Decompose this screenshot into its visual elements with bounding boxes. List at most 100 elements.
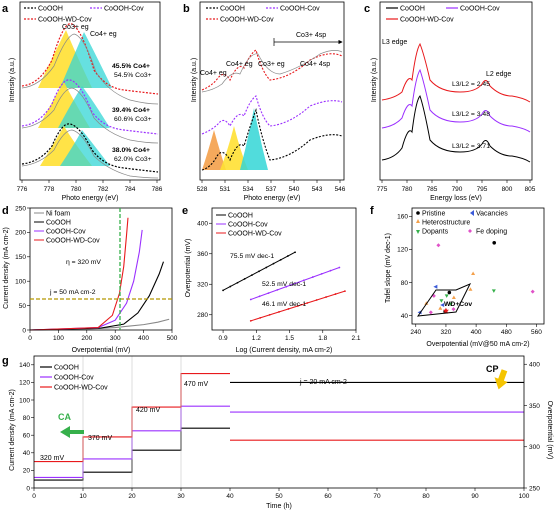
panel-e-legend-wd: CoOOH-WD-Cov xyxy=(228,231,282,238)
panel-f-point-3-0 xyxy=(491,289,496,293)
panel-g: g Current density (mA cm-2) Overpotentia… xyxy=(2,355,553,510)
panel-b-curve-cov xyxy=(201,95,343,135)
panel-f-xtick-label-1: 320 xyxy=(441,329,452,336)
panel-b-xtick-label-2: 534 xyxy=(243,186,254,193)
panel-g-y2tick-label-1: 300 xyxy=(529,444,540,451)
panel-c-xticks: 775 780 785 790 795 800 805 xyxy=(377,180,536,193)
panel-e-point-2-4 xyxy=(287,308,290,310)
panel-a: a Intensity (a.u.) Co3+ eg Co4+ eg 45.5%… xyxy=(2,1,163,202)
panel-d-xtick-label-3: 300 xyxy=(110,335,121,342)
panel-c-curve-cov xyxy=(381,68,531,133)
panel-b-xtick-label-0: 528 xyxy=(197,186,208,193)
panel-a-ylabel: Intensity (a.u.) xyxy=(9,58,16,102)
panel-a-frame xyxy=(19,1,161,181)
panel-d-ytick-label-4: 200 xyxy=(15,230,26,237)
panel-e-xtick-label-2: 1.5 xyxy=(285,335,294,342)
panel-c-xtick-label-5: 800 xyxy=(502,186,513,193)
panel-e-point-1-7 xyxy=(311,276,314,278)
panel-c-frame xyxy=(379,1,533,181)
panel-c-curve-wd xyxy=(381,42,531,103)
panel-b-peak-label-2: Co4+ eg xyxy=(226,61,253,68)
panel-f-point-4-4 xyxy=(428,310,433,315)
panel-c-ratio-wd: L3/L2 = 2.45 xyxy=(452,81,490,88)
panel-a-xtick-label-5: 786 xyxy=(152,186,163,193)
panel-f-point-4-0 xyxy=(436,243,441,248)
panel-f-point-3-2 xyxy=(444,294,449,298)
panel-e-ytick-label-1: 320 xyxy=(197,282,208,289)
panel-d-legend-cov: CoOOH-Cov xyxy=(46,229,86,236)
panel-e-ytick-label-2: 360 xyxy=(197,251,208,258)
panel-f-point-1-1 xyxy=(417,310,422,315)
panel-a-envelope-3 xyxy=(21,129,159,179)
panel-f-xtick-label-3: 480 xyxy=(501,329,512,336)
panel-g-ytick-label-6: 120 xyxy=(19,380,30,387)
panel-f-xtick-label-2: 400 xyxy=(471,329,482,336)
panel-d-frame xyxy=(29,207,173,331)
panel-c-legend-pristine: CoOOH xyxy=(400,6,425,13)
panel-label-g: g xyxy=(2,355,9,367)
panel-f-point-0-2 xyxy=(447,290,452,295)
panel-a-ratio-co3-2: 60.6% Co3+ xyxy=(114,116,152,123)
panel-a-xtick-label-2: 780 xyxy=(71,186,82,193)
panel-g-xtick-label-4: 40 xyxy=(226,493,234,500)
panel-d-xtick-label-0: 0 xyxy=(28,335,32,342)
panel-a-xtick-label-3: 782 xyxy=(98,186,109,193)
panel-d-eta-label: η = 320 mV xyxy=(66,259,101,266)
panel-d-legend-wd: CoOOH-WD-Cov xyxy=(46,238,100,245)
panel-f-legend-swatch-vacancies xyxy=(470,210,474,216)
panel-f-legend-fe: Fe doping xyxy=(476,229,507,236)
panel-c-ratio-cov: L3/L2 = 3.48 xyxy=(452,111,490,118)
panel-b-xtick-label-3: 537 xyxy=(266,186,277,193)
panel-c-xtick-label-4: 795 xyxy=(477,186,488,193)
panel-label-d: d xyxy=(2,205,9,217)
panel-f-legend-swatch-dopants xyxy=(416,230,420,234)
panel-g-xtick-label-6: 60 xyxy=(324,493,332,500)
panel-d: d Current density (mA cm-2) η = 320 mV j… xyxy=(2,205,178,354)
panel-b-xtick-label-6: 546 xyxy=(335,186,346,193)
panel-b-curve-pristine xyxy=(201,108,343,171)
panel-d-j-label: j = 50 mA cm-2 xyxy=(49,289,96,296)
panel-e-point-1-10 xyxy=(338,266,341,269)
panel-g-y2tick-label-0: 250 xyxy=(529,485,540,492)
panel-c-xtick-label-6: 805 xyxy=(525,186,536,193)
panel-g-ytick-label-0: 0 xyxy=(26,485,30,492)
panel-g-plot xyxy=(34,356,524,488)
panel-e-point-2-1 xyxy=(259,316,262,319)
panel-e-point-1-6 xyxy=(303,279,305,282)
panel-e-ticks: 0.9 1.2 1.5 1.8 2.1 280 320 360 400 xyxy=(197,221,361,342)
panel-g-xtick-label-1: 10 xyxy=(79,493,87,500)
panel-f-ticks: 240 320 400 480 560 40 80 120 160 xyxy=(397,214,542,336)
panel-e-xlabel: Log (Current density, mA cm-2) xyxy=(236,347,333,354)
panel-e-point-0-6 xyxy=(265,266,268,269)
panel-e-legend-pristine: CoOOH xyxy=(228,213,253,220)
panel-g-legend: CoOOH CoOOH-Cov CoOOH-WD-Cov xyxy=(40,365,108,392)
panel-a-curve-cov xyxy=(21,79,159,135)
panel-g-frame xyxy=(33,355,525,489)
panel-c-edge-l2: L2 edge xyxy=(486,71,511,78)
panel-b-peak-label-4: Co3+ 4sp xyxy=(296,32,326,39)
panel-a-curve-wd xyxy=(21,23,159,95)
panel-d-xlabel: Overpotential (mV) xyxy=(72,347,131,354)
panel-g-y2tick-label-3: 400 xyxy=(529,362,540,369)
panel-b-xtick-label-1: 531 xyxy=(220,186,231,193)
panel-f-ylabel: Tafel slope (mV dec-1) xyxy=(385,233,392,303)
panel-e-ylabel: Overpotential (mV) xyxy=(185,239,192,298)
panel-a-legend-pristine: CoOOH xyxy=(38,6,63,13)
panel-a-xtick-label-1: 778 xyxy=(44,186,55,193)
panel-f-xtick-label-0: 240 xyxy=(410,329,421,336)
panel-f-point-2-2 xyxy=(451,295,456,299)
panel-f-point-4-2 xyxy=(530,289,535,294)
panel-g-xtick-label-2: 20 xyxy=(128,493,136,500)
panel-f-point-2-0 xyxy=(468,287,473,291)
panel-f-legend: Pristine Vacancies Heterostructure Dopan… xyxy=(416,210,508,236)
panel-e-point-0-1 xyxy=(229,285,232,288)
panel-f-point-2-1 xyxy=(471,271,476,275)
panel-d-ytick-label-2: 100 xyxy=(15,279,26,286)
panel-c: c Intensity (a.u.) CoOOH CoOOH-Cov CoOOH… xyxy=(364,1,536,202)
panel-e-point-0-5 xyxy=(258,270,260,273)
panel-a-peak-label-co3: Co3+ eg xyxy=(62,24,89,31)
panel-b-xtick-label-5: 543 xyxy=(312,186,323,193)
panel-f-legend-swatch-hetero xyxy=(416,219,420,223)
panel-b-legend-cov: CoOOH-Cov xyxy=(280,6,320,13)
panel-e-point-2-6 xyxy=(306,302,309,304)
